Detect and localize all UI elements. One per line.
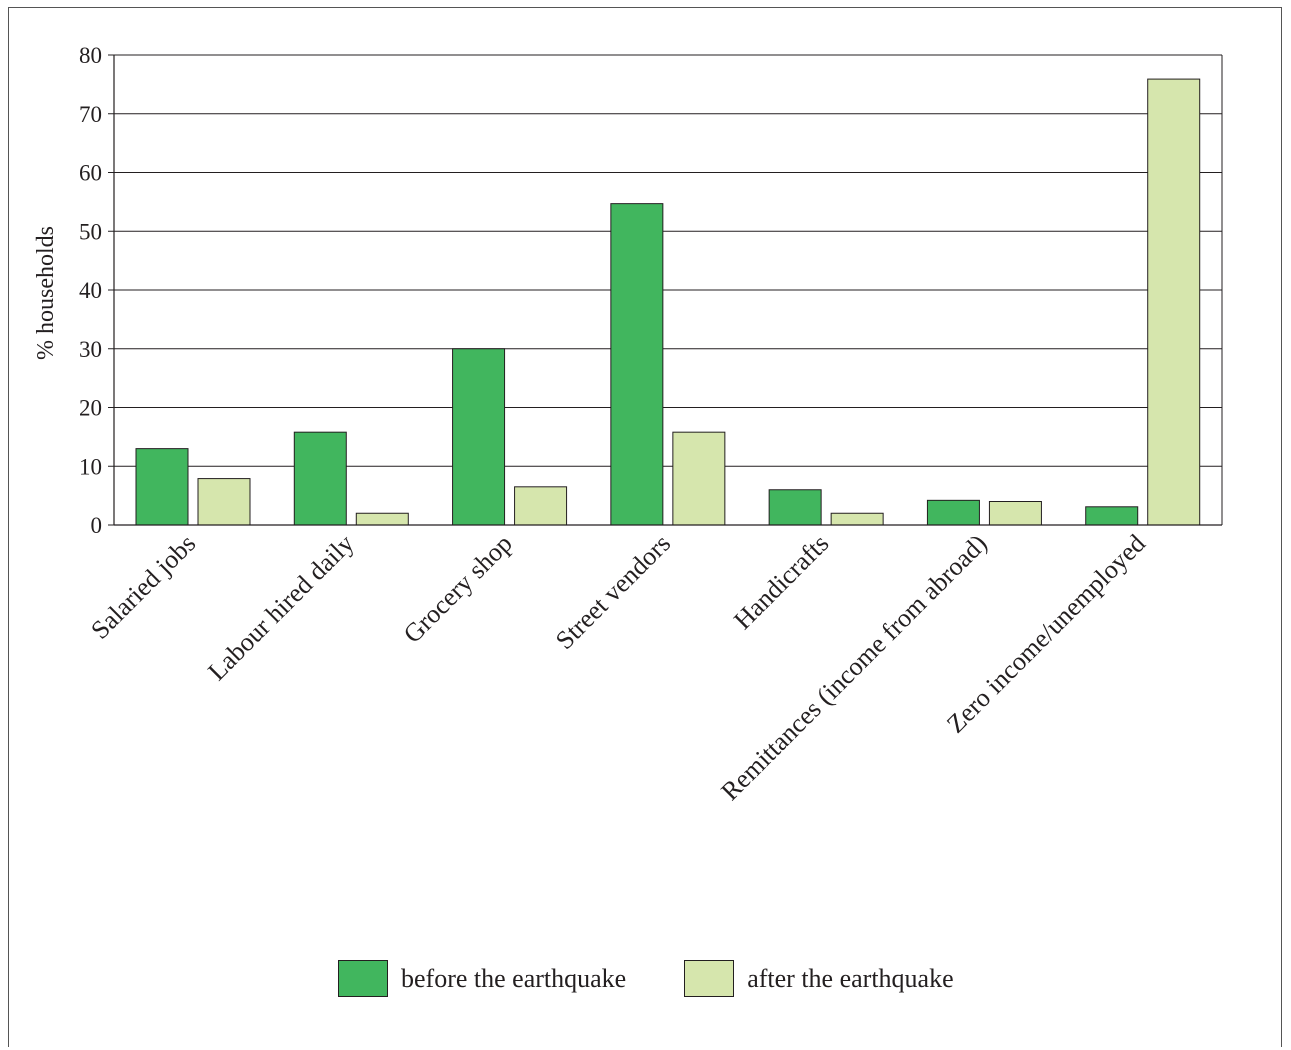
y-tick-label: 70 bbox=[79, 102, 102, 127]
y-tick-label: 50 bbox=[79, 219, 102, 244]
bar-after-1 bbox=[355, 512, 409, 526]
y-tick-labels: 0 10 20 30 40 50 60 70 80 bbox=[79, 43, 102, 538]
legend-item-before: before the earthquake bbox=[338, 960, 626, 997]
bar-before-4 bbox=[768, 489, 822, 526]
category-label: Handicrafts bbox=[728, 529, 834, 635]
bar-before-5 bbox=[926, 499, 980, 526]
bar-after-6 bbox=[1147, 78, 1201, 526]
legend-label-before: before the earthquake bbox=[401, 963, 627, 993]
bar-before-6 bbox=[1085, 506, 1139, 526]
legend-label-after: after the earthquake bbox=[747, 963, 954, 993]
legend: before the earthquake after the earthqua… bbox=[338, 960, 954, 997]
legend-swatch-after bbox=[684, 960, 735, 997]
category-label: Grocery shop bbox=[398, 529, 518, 649]
bar-after-5 bbox=[988, 501, 1042, 526]
bars bbox=[135, 78, 1201, 526]
y-tick-label: 40 bbox=[79, 278, 102, 303]
bar-after-2 bbox=[514, 486, 568, 526]
axes bbox=[113, 54, 1223, 526]
y-tick-label: 30 bbox=[79, 337, 102, 362]
y-tick-label: 60 bbox=[79, 161, 102, 186]
bar-chart: 0 10 20 30 40 50 60 70 80 Salaried jobs Labour hi… bbox=[33, 43, 1223, 806]
category-label: Street vendors bbox=[550, 529, 676, 655]
category-labels: Salaried jobs Labour hired daily Grocery s… bbox=[85, 529, 1151, 806]
legend-item-after: after the earthquake bbox=[684, 960, 954, 997]
bar-before-3 bbox=[610, 203, 664, 526]
y-tick-label: 0 bbox=[91, 513, 103, 538]
grid-lines bbox=[108, 54, 1222, 526]
y-tick-label: 80 bbox=[79, 43, 102, 68]
chart-figure: 0 10 20 30 40 50 60 70 80 Salaried jobs Labour hi… bbox=[8, 7, 1282, 1047]
bar-after-3 bbox=[672, 431, 726, 526]
category-label: Remittances (income from abroad) bbox=[715, 529, 992, 806]
bar-before-1 bbox=[293, 431, 347, 526]
y-tick-label: 10 bbox=[79, 454, 102, 479]
bar-after-4 bbox=[830, 512, 884, 526]
y-tick-label: 20 bbox=[79, 396, 102, 421]
bar-after-0 bbox=[197, 478, 251, 526]
bar-before-0 bbox=[135, 448, 189, 526]
category-label: Labour hired daily bbox=[202, 529, 359, 686]
category-label: Salaried jobs bbox=[85, 529, 201, 645]
y-axis-label: % households bbox=[33, 226, 59, 360]
bar-before-2 bbox=[452, 348, 506, 526]
legend-swatch-before bbox=[338, 960, 388, 997]
